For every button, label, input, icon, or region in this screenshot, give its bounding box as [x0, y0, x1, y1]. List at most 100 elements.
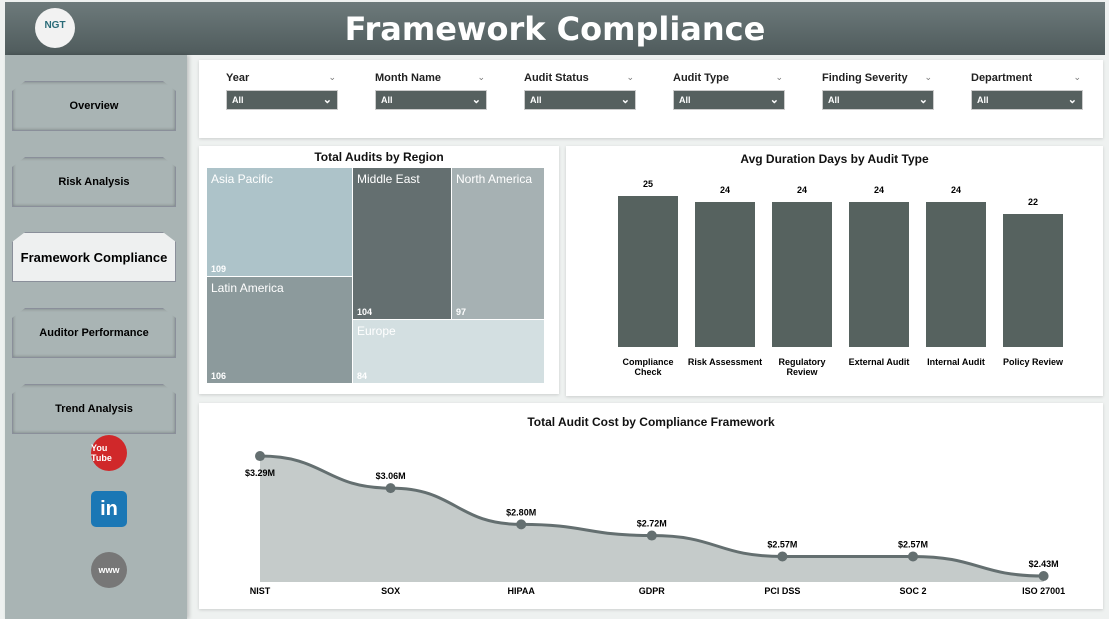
data-point[interactable]: [1038, 571, 1049, 581]
filter-value: All: [232, 95, 244, 105]
filter-panel: Year ⌄ All ⌄ Month Name ⌄ All ⌄ Audit Status ⌄ All…: [199, 60, 1103, 138]
filter-month-name[interactable]: Month Name ⌄ All ⌄: [375, 72, 487, 110]
point-label: $2.72M: [637, 519, 667, 529]
tile-label: North America: [456, 172, 533, 186]
x-tick-label: SOC 2: [899, 586, 926, 596]
data-point[interactable]: [255, 451, 265, 462]
data-point[interactable]: [908, 551, 918, 562]
point-label: $2.57M: [767, 539, 797, 549]
header: NGT Framework Compliance: [5, 2, 1105, 55]
x-tick-label: Compliance Check: [622, 357, 674, 377]
filter-value: All: [679, 95, 691, 105]
area-chart-title: Total Audit Cost by Compliance Framework: [527, 415, 775, 429]
x-tick-label: NIST: [250, 586, 271, 596]
filter-audit-status[interactable]: Audit Status ⌄ All ⌄: [524, 72, 636, 110]
x-tick-label: Risk Assessment: [687, 357, 763, 367]
bar-data-label: 24: [950, 185, 961, 196]
chevron-down-icon[interactable]: ⌄: [477, 72, 485, 82]
point-label: $3.29M: [245, 468, 275, 478]
filter-finding-severity[interactable]: Finding Severity ⌄ All ⌄: [822, 72, 934, 110]
nav-framework-compliance[interactable]: Framework Compliance: [12, 232, 176, 282]
filter-value: All: [828, 95, 840, 105]
filter-dropdown[interactable]: All ⌄: [375, 90, 487, 110]
bar-data-label: 25: [642, 179, 653, 189]
tile-label: Europe: [357, 324, 396, 338]
nav-trend-analysis[interactable]: Trend Analysis: [12, 384, 176, 434]
x-tick-label: External Audit: [848, 357, 910, 367]
x-tick-label: Regulatory Review: [778, 357, 826, 377]
chevron-down-icon: ⌄: [471, 94, 481, 106]
tile-label: Latin America: [211, 281, 284, 295]
filter-department[interactable]: Department ⌄ All ⌄: [971, 72, 1083, 110]
filter-value: All: [530, 95, 542, 105]
x-tick-label: Policy Review: [1002, 357, 1064, 367]
chevron-down-icon: ⌄: [918, 94, 928, 106]
x-tick-label: SOX: [381, 586, 400, 596]
chevron-down-icon: ⌄: [769, 94, 779, 106]
area-chart-card: Total Audit Cost by Compliance Framework…: [199, 403, 1103, 609]
chevron-down-icon[interactable]: ⌄: [1073, 72, 1081, 82]
filter-label: Department: [971, 72, 1033, 84]
tile-value: 97: [456, 307, 467, 317]
treemap-tile[interactable]: North America 97: [452, 168, 544, 319]
linkedin-icon[interactable]: in: [91, 491, 127, 527]
x-tick-label: HIPAA: [508, 586, 536, 596]
x-tick-label: PCI DSS: [764, 586, 800, 596]
chevron-down-icon[interactable]: ⌄: [626, 72, 634, 82]
treemap-tile[interactable]: Europe 84: [353, 320, 544, 383]
chevron-down-icon: ⌄: [1067, 94, 1077, 106]
bar-data-label: 24: [719, 185, 730, 196]
bar[interactable]: [849, 202, 909, 347]
tile-value: 106: [211, 371, 227, 381]
filter-label: Audit Status: [524, 72, 589, 84]
bar-data-label: 24: [796, 185, 807, 196]
filter-dropdown[interactable]: All ⌄: [673, 90, 785, 110]
bar-chart-title: Avg Duration Days by Audit Type: [740, 152, 929, 166]
filter-dropdown[interactable]: All ⌄: [822, 90, 934, 110]
data-point[interactable]: [777, 551, 788, 562]
nav-risk-analysis[interactable]: Risk Analysis: [12, 157, 176, 207]
data-point[interactable]: [516, 519, 527, 530]
bar-data-label: 24: [873, 185, 884, 196]
filter-value: All: [381, 95, 393, 105]
logo: NGT: [35, 8, 75, 48]
x-tick-label: GDPR: [639, 586, 666, 596]
chevron-down-icon[interactable]: ⌄: [775, 72, 783, 82]
treemap-tile[interactable]: Asia Pacific 109: [207, 168, 352, 276]
treemap-tile[interactable]: Latin America 106: [207, 277, 352, 383]
point-label: $2.43M: [1029, 559, 1059, 569]
youtube-icon[interactable]: You Tube: [91, 435, 127, 471]
filter-label: Finding Severity: [822, 72, 908, 84]
nav-auditor-performance[interactable]: Auditor Performance: [12, 308, 176, 358]
chevron-down-icon: ⌄: [620, 94, 630, 106]
filter-audit-type[interactable]: Audit Type ⌄ All ⌄: [673, 72, 785, 110]
tile-value: 104: [357, 307, 373, 317]
data-point[interactable]: [646, 530, 657, 541]
point-label: $2.57M: [898, 539, 928, 549]
filter-dropdown[interactable]: All ⌄: [971, 90, 1083, 110]
chevron-down-icon[interactable]: ⌄: [924, 72, 932, 82]
bar[interactable]: [772, 202, 832, 347]
data-point[interactable]: [385, 483, 396, 494]
filter-dropdown[interactable]: All ⌄: [226, 90, 338, 110]
bar-chart-card: Avg Duration Days by Audit Type 25 Compli…: [566, 146, 1103, 396]
bar[interactable]: [926, 202, 986, 347]
chevron-down-icon[interactable]: ⌄: [328, 72, 336, 82]
x-tick-label: ISO 27001: [1022, 586, 1065, 596]
globe-icon[interactable]: www: [91, 552, 127, 588]
nav-overview[interactable]: Overview: [12, 81, 176, 131]
filter-label: Audit Type: [673, 72, 730, 84]
x-tick-label: Internal Audit: [927, 357, 985, 367]
bar[interactable]: [1003, 214, 1063, 347]
filter-label: Year: [226, 72, 250, 84]
area-chart: $3.29M NIST $3.06M SOX $2.80M HIPAA $2.72M GDPR…: [245, 451, 1065, 596]
filter-year[interactable]: Year ⌄ All ⌄: [226, 72, 338, 110]
tile-label: Middle East: [357, 172, 420, 186]
tile-value: 109: [211, 264, 227, 274]
bar[interactable]: [618, 196, 678, 347]
bar[interactable]: [695, 202, 755, 347]
treemap-tile[interactable]: Middle East 104: [353, 168, 451, 319]
tile-label: Asia Pacific: [211, 172, 274, 186]
filter-dropdown[interactable]: All ⌄: [524, 90, 636, 110]
treemap-card: Total Audits by Region Asia Pacific 109 La…: [199, 146, 559, 394]
